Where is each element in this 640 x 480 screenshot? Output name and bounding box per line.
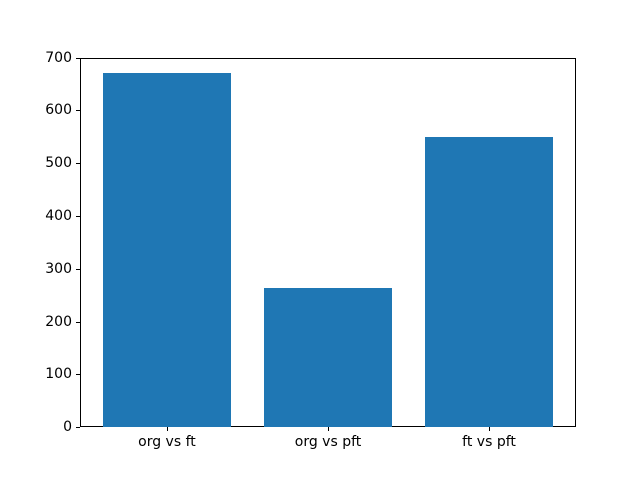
y-tick-label: 700 [45, 49, 72, 66]
y-tick-label: 200 [45, 313, 72, 330]
y-tick-mark [76, 268, 80, 270]
plot-area [80, 57, 576, 428]
y-tick-mark [76, 216, 80, 217]
y-tick-label: 300 [45, 260, 72, 277]
x-tick-mark [328, 427, 329, 432]
y-tick-mark [76, 57, 80, 59]
bar-org-vs-pft [263, 288, 393, 428]
x-tick-label: org vs ft [138, 434, 196, 451]
x-tick-label: org vs pft [294, 434, 362, 451]
y-tick-mark [76, 110, 80, 112]
y-tick-label: 600 [45, 102, 72, 119]
bar-ft-vs-pft [424, 136, 554, 428]
y-tick-label: 0 [63, 419, 72, 436]
bar-org-vs-ft [102, 73, 232, 428]
y-tick-label: 500 [45, 155, 72, 172]
y-tick-mark [76, 374, 80, 376]
y-tick-mark [76, 163, 80, 165]
y-tick-label: 400 [45, 207, 72, 224]
x-tick-mark [166, 427, 168, 432]
y-tick-label: 100 [45, 366, 72, 383]
y-tick-mark [76, 321, 80, 323]
y-tick-mark [76, 427, 80, 429]
x-tick-label: ft vs pft [462, 434, 516, 451]
x-tick-mark [489, 427, 491, 432]
